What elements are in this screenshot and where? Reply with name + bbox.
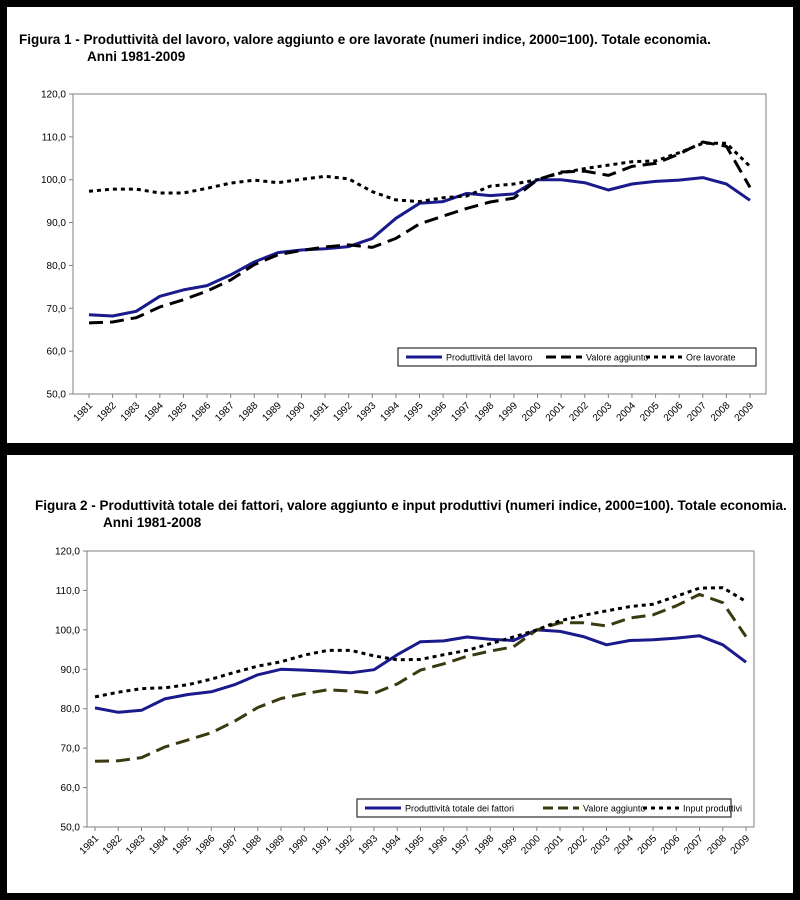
x-tick-label: 2006 [659,833,683,857]
x-tick-label: 1998 [473,400,497,424]
x-tick-label: 1999 [496,833,520,857]
x-tick-label: 2004 [612,833,636,857]
x-tick-label: 2008 [709,400,733,424]
x-tick-label: 2005 [638,400,662,424]
series-line-1 [88,176,751,318]
x-tick-label: 1990 [287,833,311,857]
y-tick-label: 50,0 [47,390,67,401]
legend-label-2: Valore aggiunto [583,804,645,814]
x-tick-label: 2003 [589,833,613,857]
x-tick-label: 2003 [591,400,615,424]
x-tick-label: 2002 [566,833,590,857]
x-tick-label: 1986 [190,400,214,424]
x-tick-label: 1998 [473,833,497,857]
series-line-2 [94,592,748,763]
x-tick-label: 1995 [403,833,427,857]
y-tick-label: 50,0 [61,823,81,834]
x-tick-label: 1985 [171,833,195,857]
x-tick-label: 1993 [357,833,381,857]
x-tick-label: 1992 [333,833,357,857]
x-tick-label: 1983 [124,833,148,857]
x-tick-label: 1989 [264,833,288,857]
x-tick-label: 1994 [379,400,403,424]
legend-label-2: Valore aggiunto [586,353,648,363]
y-tick-label: 120,0 [41,90,66,101]
x-tick-label: 1991 [310,833,334,857]
x-tick-label: 1981 [78,833,102,857]
x-tick-label: 1985 [166,400,190,424]
y-tick-label: 70,0 [47,304,67,315]
x-tick-label: 1987 [217,833,241,857]
legend-label-1: Produttività del lavoro [446,353,533,363]
y-tick-label: 70,0 [61,744,81,755]
figure-2-title: Figura 2 - Produttività totale dei fatto… [35,498,787,513]
y-tick-label: 80,0 [47,261,67,272]
x-tick-label: 1992 [331,400,355,424]
y-tick-label: 110,0 [42,132,67,143]
x-tick-label: 1994 [380,833,404,857]
x-tick-label: 2007 [682,833,706,857]
x-tick-label: 1999 [497,400,521,424]
x-tick-label: 1997 [450,833,474,857]
x-tick-label: 2006 [662,400,686,424]
x-tick-label: 1988 [240,833,264,857]
x-tick-label: 2000 [519,833,543,857]
x-tick-label: 1988 [237,400,261,424]
x-tick-label: 1997 [449,400,473,424]
x-tick-label: 1996 [426,833,450,857]
series-line-2 [88,140,752,325]
legend-label-1: Produttività totale dei fattori [405,804,514,814]
figure-1-panel: Figura 1 - Produttività del lavoro, valo… [7,7,793,443]
x-tick-label: 1995 [402,400,426,424]
figure-1-title: Figura 1 - Produttività del lavoro, valo… [19,32,711,47]
x-tick-label: 1983 [119,400,143,424]
x-tick-label: 2007 [685,400,709,424]
y-tick-label: 60,0 [61,783,81,794]
y-tick-label: 90,0 [47,218,67,229]
series-line-3 [94,586,747,699]
y-tick-label: 90,0 [61,665,81,676]
figure-2-subtitle: Anni 1981-2008 [103,515,202,530]
legend-label-3: Ore lavorate [686,353,736,363]
legend-label-3: Input produttivi [683,804,742,814]
x-tick-label: 1984 [142,400,166,424]
x-tick-label: 2001 [544,400,568,424]
x-tick-label: 2008 [705,833,729,857]
x-tick-label: 1987 [213,400,237,424]
x-tick-label: 2002 [567,400,591,424]
x-tick-label: 1991 [308,400,332,424]
y-tick-label: 110,0 [56,586,81,597]
x-tick-label: 2009 [729,833,753,857]
plot-area [86,550,755,828]
y-tick-label: 100,0 [55,625,80,636]
x-tick-label: 2009 [733,400,757,424]
x-tick-label: 1990 [284,400,308,424]
x-tick-label: 1982 [101,833,125,857]
y-tick-label: 80,0 [61,704,81,715]
x-tick-label: 1981 [72,400,96,424]
x-tick-label: 1993 [355,400,379,424]
series-line-1 [94,628,747,714]
x-tick-label: 1986 [194,833,218,857]
x-tick-label: 2000 [520,400,544,424]
y-tick-label: 120,0 [55,547,80,558]
x-tick-label: 2005 [636,833,660,857]
x-tick-label: 1996 [426,400,450,424]
figure-1-subtitle: Anni 1981-2009 [87,49,186,64]
x-tick-label: 2004 [615,400,639,424]
figure-2-panel: Figura 2 - Produttività totale dei fatto… [7,455,793,893]
x-tick-label: 1982 [95,400,119,424]
y-tick-label: 100,0 [41,175,66,186]
x-tick-label: 1989 [260,400,284,424]
x-tick-label: 2001 [543,833,567,857]
y-tick-label: 60,0 [47,347,67,358]
series-line-3 [88,141,752,204]
x-tick-label: 1984 [147,833,171,857]
